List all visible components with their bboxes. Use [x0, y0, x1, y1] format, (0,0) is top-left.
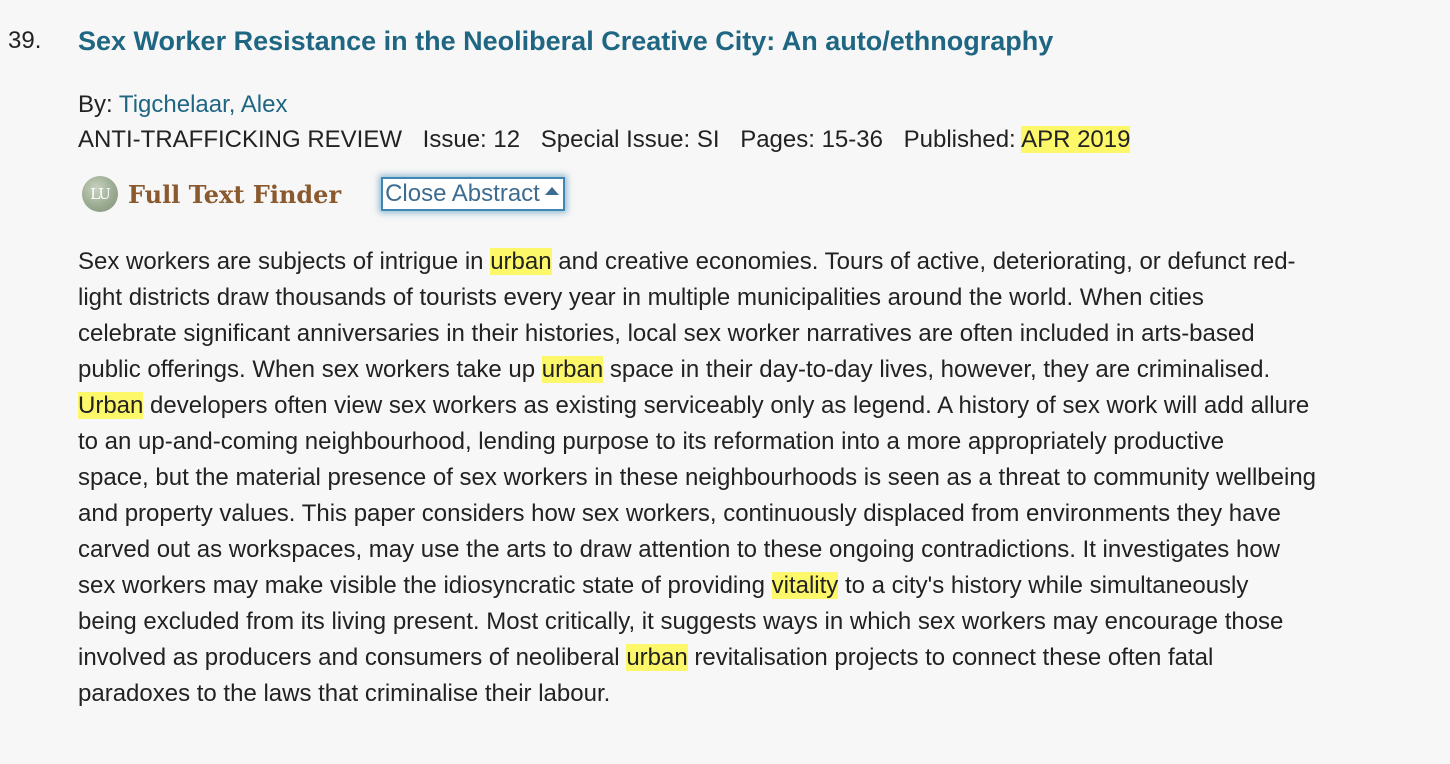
- full-text-finder-label: Full Text Finder: [128, 179, 342, 209]
- pages-info: Pages: 15-36: [740, 126, 883, 153]
- issue-info: Issue: 12: [422, 126, 521, 153]
- abstract-line: celebrate significant anniversaries in t…: [78, 316, 1440, 352]
- record-title-link[interactable]: Sex Worker Resistance in the Neoliberal …: [78, 26, 1054, 56]
- abstract-text-segment: to a city's history while simultaneously: [838, 572, 1249, 599]
- search-term-highlight: urban: [541, 356, 604, 383]
- abstract-text-segment: to an up-and-coming neighbourhood, lendi…: [78, 428, 1225, 455]
- abstract-line: light districts draw thousands of touris…: [78, 280, 1440, 316]
- abstract-line: and property values. This paper consider…: [78, 496, 1440, 532]
- journal-name: ANTI-TRAFFICKING REVIEW: [78, 126, 402, 153]
- published-info: Published: APR 2019: [904, 126, 1131, 153]
- record-number: 39.: [8, 27, 42, 54]
- special-issue-info: Special Issue: SI: [540, 126, 720, 153]
- abstract-line: carved out as workspaces, may use the ar…: [78, 532, 1440, 568]
- abstract-line: Urban developers often view sex workers …: [78, 388, 1440, 424]
- abstract-line: public offerings. When sex workers take …: [78, 352, 1440, 388]
- abstract-text-segment: involved as producers and consumers of n…: [78, 644, 627, 671]
- abstract-text-segment: light districts draw thousands of touris…: [78, 284, 1204, 311]
- abstract-text-segment: paradoxes to the laws that criminalise t…: [78, 680, 611, 707]
- abstract-line: involved as producers and consumers of n…: [78, 640, 1440, 676]
- record-actions: LU Full Text Finder Close Abstract: [82, 172, 565, 216]
- abstract-text: Sex workers are subjects of intrigue in …: [78, 244, 1440, 712]
- abstract-text-segment: carved out as workspaces, may use the ar…: [78, 536, 1280, 563]
- record-source: ANTI-TRAFFICKING REVIEW Issue: 12 Specia…: [78, 125, 1131, 155]
- abstract-text-segment: space in their day-to-day lives, however…: [603, 356, 1271, 383]
- abstract-line: paradoxes to the laws that criminalise t…: [78, 676, 1440, 712]
- caret-up-icon: [544, 187, 559, 195]
- abstract-text-segment: sex workers may make visible the idiosyn…: [78, 572, 772, 599]
- abstract-text-segment: public offerings. When sex workers take …: [78, 356, 542, 383]
- abstract-text-segment: being excluded from its living present. …: [78, 608, 1284, 635]
- record-authors: By: Tigchelaar, Alex: [78, 90, 287, 120]
- abstract-line: being excluded from its living present. …: [78, 604, 1440, 640]
- abstract-line: Sex workers are subjects of intrigue in …: [78, 244, 1440, 280]
- search-term-highlight: Urban: [78, 392, 144, 419]
- published-label: Published:: [903, 126, 1016, 153]
- close-abstract-label: Close Abstract: [385, 180, 540, 207]
- abstract-text-segment: and creative economies. Tours of active,…: [551, 248, 1296, 275]
- abstract-text-segment: developers often view sex workers as exi…: [143, 392, 1310, 419]
- abstract-text-segment: celebrate significant anniversaries in t…: [78, 320, 1255, 347]
- abstract-text-segment: revitalisation projects to connect these…: [687, 644, 1214, 671]
- by-label: By:: [78, 91, 113, 118]
- abstract-line: space, but the material presence of sex …: [78, 460, 1440, 496]
- author-link[interactable]: Tigchelaar, Alex: [118, 91, 288, 118]
- abstract-line: to an up-and-coming neighbourhood, lendi…: [78, 424, 1440, 460]
- search-term-highlight: urban: [490, 248, 552, 275]
- search-term-highlight: urban: [626, 644, 688, 671]
- abstract-text-segment: space, but the material presence of sex …: [78, 464, 1317, 491]
- close-abstract-button[interactable]: Close Abstract: [381, 177, 565, 211]
- abstract-text-segment: and property values. This paper consider…: [78, 500, 1281, 527]
- published-date: APR 2019: [1021, 126, 1131, 153]
- abstract-line: sex workers may make visible the idiosyn…: [78, 568, 1440, 604]
- full-text-finder-link[interactable]: LU Full Text Finder: [82, 176, 341, 212]
- search-term-highlight: vitality: [771, 572, 839, 599]
- abstract-text-segment: Sex workers are subjects of intrigue in: [78, 248, 491, 275]
- lu-logo-icon: LU: [82, 176, 118, 212]
